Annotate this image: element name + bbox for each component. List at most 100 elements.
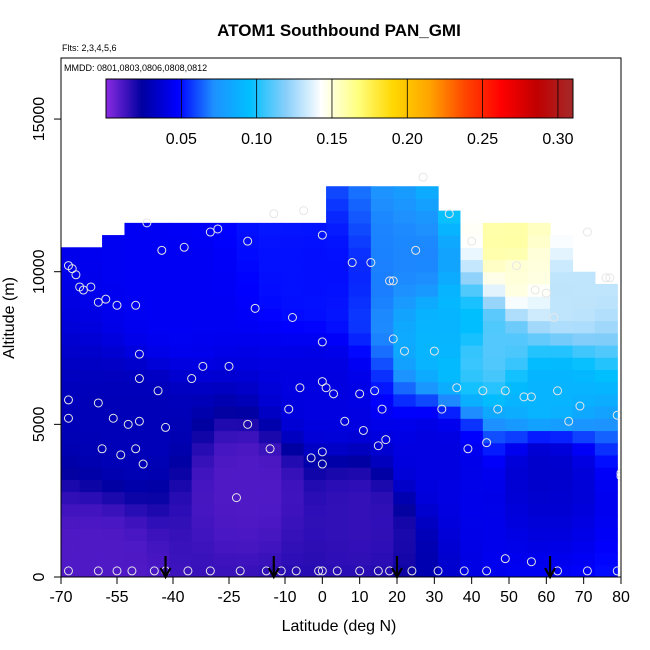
heatmap-cell <box>482 235 506 248</box>
heatmap-cell <box>550 235 574 248</box>
heatmap-cell <box>460 418 484 432</box>
plot-frame <box>60 57 622 578</box>
heatmap-cell <box>550 552 574 566</box>
heatmap-cell <box>438 283 462 297</box>
heatmap-cell <box>505 381 529 395</box>
heatmap-cell <box>169 235 193 248</box>
heatmap-cell <box>370 210 394 224</box>
heatmap-cell <box>236 381 260 395</box>
heatmap-cell <box>236 271 260 285</box>
heatmap-cell <box>415 552 439 566</box>
heatmap-cell <box>326 210 350 224</box>
heatmap-cell <box>191 235 215 248</box>
sample-point <box>616 471 621 481</box>
heatmap-cell <box>61 332 81 346</box>
heatmap-cell <box>594 332 618 346</box>
heatmap-cell <box>281 247 305 261</box>
heatmap-cell <box>348 381 372 395</box>
heatmap-cell <box>370 418 394 432</box>
sample-point <box>553 386 563 396</box>
heatmap-cell <box>527 369 551 383</box>
heatmap-cell <box>303 503 327 517</box>
sample-point <box>459 566 469 576</box>
colorbar-tick-label: 0.10 <box>241 131 272 148</box>
heatmap-cell <box>438 515 462 529</box>
heatmap-cell <box>281 283 305 297</box>
sample-point <box>63 395 73 405</box>
heatmap-cell <box>214 283 238 297</box>
heatmap-cell <box>438 406 462 419</box>
colorbar: 0.05 0.10 0.15 0.20 0.25 0.30 <box>105 78 574 148</box>
sample-point <box>250 303 260 313</box>
heatmap-cell <box>303 552 327 566</box>
heatmap-cell <box>258 479 282 493</box>
heatmap-cell <box>102 442 126 456</box>
heatmap-cell <box>572 479 596 493</box>
heatmap-cell <box>572 283 596 297</box>
sample-point <box>411 245 421 255</box>
heatmap-cell <box>169 406 193 419</box>
heatmap-cell <box>102 271 126 285</box>
heatmap-cell <box>438 332 462 346</box>
heatmap-cell <box>169 308 193 322</box>
heatmap-cell <box>348 454 372 468</box>
heatmap-cell <box>482 418 506 432</box>
heatmap-cell <box>214 552 238 566</box>
heatmap-cell <box>191 247 215 261</box>
heatmap-cell <box>482 308 506 322</box>
heatmap-cell <box>550 247 574 261</box>
heatmap-cell <box>61 320 81 334</box>
heatmap-cell <box>594 552 618 566</box>
heatmap-cell <box>527 552 551 566</box>
heatmap-cell <box>415 210 439 224</box>
heatmap-cell <box>348 296 372 309</box>
heatmap-cell <box>303 357 327 370</box>
heatmap-cell <box>482 320 506 334</box>
heatmap-cell <box>61 247 81 261</box>
heatmap-cell <box>61 528 81 541</box>
heatmap-cell <box>191 283 215 297</box>
heatmap-cell <box>79 332 103 346</box>
heatmap-cell <box>303 406 327 419</box>
heatmap-cell <box>191 222 215 236</box>
heatmap-cell <box>281 393 305 407</box>
heatmap-cell <box>326 198 350 212</box>
heatmap-cell <box>550 479 574 493</box>
heatmap-cell <box>326 357 350 370</box>
x-tick-label: -10 <box>273 589 296 606</box>
heatmap-cell <box>482 247 506 261</box>
heatmap-cell <box>236 540 260 554</box>
heatmap-cell <box>550 406 574 419</box>
heatmap-cell <box>169 357 193 370</box>
heatmap-cell <box>438 540 462 554</box>
heatmap-cell <box>550 332 574 346</box>
sample-point <box>582 566 592 576</box>
heatmap-cell <box>102 503 126 517</box>
heatmap-cell <box>415 528 439 541</box>
sample-point <box>377 404 387 414</box>
heatmap-cell <box>572 369 596 383</box>
sample-point <box>153 386 163 396</box>
heatmap-cell <box>191 491 215 505</box>
heatmap-cell <box>348 418 372 432</box>
heatmap-cell <box>594 430 618 444</box>
heatmap-cell <box>594 369 618 383</box>
heatmap-cell <box>169 332 193 346</box>
sample-point <box>142 218 152 228</box>
sample-point <box>131 300 141 310</box>
sample-point <box>493 404 503 414</box>
x-tick-label: 20 <box>388 589 406 606</box>
heatmap-cell <box>102 540 126 554</box>
heatmap-cell <box>61 467 81 480</box>
heatmap-cell <box>594 357 618 370</box>
heatmap-cell <box>79 393 103 407</box>
heatmap-cell <box>102 381 126 395</box>
heatmap-cell <box>438 369 462 383</box>
flights-note: Flts: 2,3,4,5,6 <box>62 43 117 53</box>
heatmap-cell <box>550 271 574 285</box>
sample-point <box>116 450 126 460</box>
heatmap-cell <box>594 540 618 554</box>
heatmap-cell <box>370 381 394 395</box>
heatmap-cell <box>124 515 148 529</box>
heatmap-cell <box>124 393 148 407</box>
